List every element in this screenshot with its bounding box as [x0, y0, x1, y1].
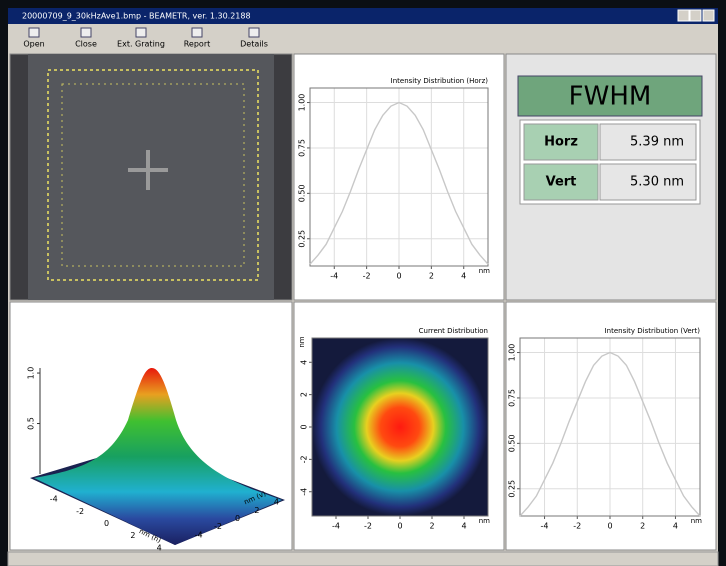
minimize-button[interactable]: [678, 10, 689, 21]
h-tick-label: -2: [76, 507, 84, 516]
x-tick-label: 2: [429, 272, 434, 281]
y-tick-label: 4: [300, 360, 309, 365]
x-tick-label: -2: [364, 522, 372, 531]
x-tick-label: -2: [363, 272, 371, 281]
toolbar-icon: [29, 28, 39, 37]
x-tick-label: -2: [573, 522, 581, 531]
y-tick-label: 0.75: [508, 389, 517, 407]
v-tick-label: -2: [214, 522, 222, 531]
h-tick-label: -4: [50, 495, 58, 504]
x-tick-label: 0: [397, 522, 402, 531]
x-tick-label: 4: [673, 522, 678, 531]
maximize-button[interactable]: [690, 10, 701, 21]
y-tick-label: 1.00: [298, 94, 307, 112]
x-axis-label: nm: [691, 517, 702, 525]
y-tick-label: 0.50: [298, 184, 307, 202]
x-tick-label: 4: [461, 522, 466, 531]
chip-image: [28, 54, 274, 300]
fwhm-title: FWHM: [569, 82, 652, 112]
y-tick-label: 0: [300, 424, 309, 429]
toolbar-label: Ext. Grating: [117, 40, 165, 49]
toolbar-label: Report: [184, 40, 211, 49]
y-tick-label: 0.50: [508, 434, 517, 452]
x-tick-label: 0: [396, 272, 401, 281]
v-tick-label: 4: [274, 498, 279, 507]
heatmap: [312, 338, 488, 516]
x-tick-label: 0: [607, 522, 612, 531]
chip-die: [28, 54, 274, 300]
fwhm-value: 5.39 nm: [630, 135, 684, 150]
fwhm-display: FWHM Horz 5.39 nm Vert 5.30 nm: [518, 76, 702, 204]
y-tick-label: 0.75: [298, 139, 307, 157]
chart-title: Intensity Distribution (Horz): [391, 77, 489, 85]
y-tick-label: 0.25: [298, 230, 307, 248]
x-tick-label: 2: [640, 522, 645, 531]
window-title: 20000709_9_30kHzAve1.bmp - BEAMETR, ver.…: [22, 12, 251, 21]
x-tick-label: 4: [461, 272, 466, 281]
fwhm-label: Horz: [544, 135, 578, 150]
y-tick-label: -4: [300, 488, 309, 496]
y-tick-label: -2: [300, 455, 309, 463]
window-controls[interactable]: [678, 10, 714, 21]
fwhm-value: 5.30 nm: [630, 175, 684, 190]
y-tick-label: 1.00: [508, 344, 517, 362]
toolbar-label: Close: [75, 40, 97, 49]
chart-title: Current Distribution: [419, 327, 488, 335]
z-tick-label: 0.5: [27, 417, 36, 430]
close-button[interactable]: [703, 10, 714, 21]
toolbar-icon: [136, 28, 146, 37]
v-tick-label: -4: [195, 530, 203, 539]
y-tick-label: 0.25: [508, 480, 517, 498]
h-tick-label: 0: [104, 519, 109, 528]
x-tick-label: -4: [330, 272, 338, 281]
status-bar: [8, 552, 718, 566]
x-tick-label: -4: [541, 522, 549, 531]
toolbar-icon: [81, 28, 91, 37]
toolbar-label: Open: [23, 40, 44, 49]
x-axis-label: nm: [479, 267, 490, 275]
screen: 20000709_9_30kHzAve1.bmp - BEAMETR, ver.…: [0, 0, 726, 566]
x-tick-label: 2: [429, 522, 434, 531]
y-tick-label: 2: [300, 392, 309, 397]
x-tick-label: -4: [332, 522, 340, 531]
v-tick-label: 0: [235, 514, 240, 523]
h-tick-label: 4: [157, 543, 162, 552]
x-axis-label: nm: [479, 517, 490, 525]
chart-title: Intensity Distribution (Vert): [605, 327, 701, 335]
toolbar-icon: [192, 28, 202, 37]
vert-panel: [506, 302, 716, 550]
toolbar-label: Details: [240, 40, 268, 49]
z-tick-label: 1.0: [27, 367, 36, 380]
toolbar-icon: [249, 28, 259, 37]
fwhm-label: Vert: [546, 175, 577, 190]
v-tick-label: 2: [254, 506, 259, 515]
y-axis-label: nm: [298, 336, 306, 347]
h-tick-label: 2: [130, 531, 135, 540]
